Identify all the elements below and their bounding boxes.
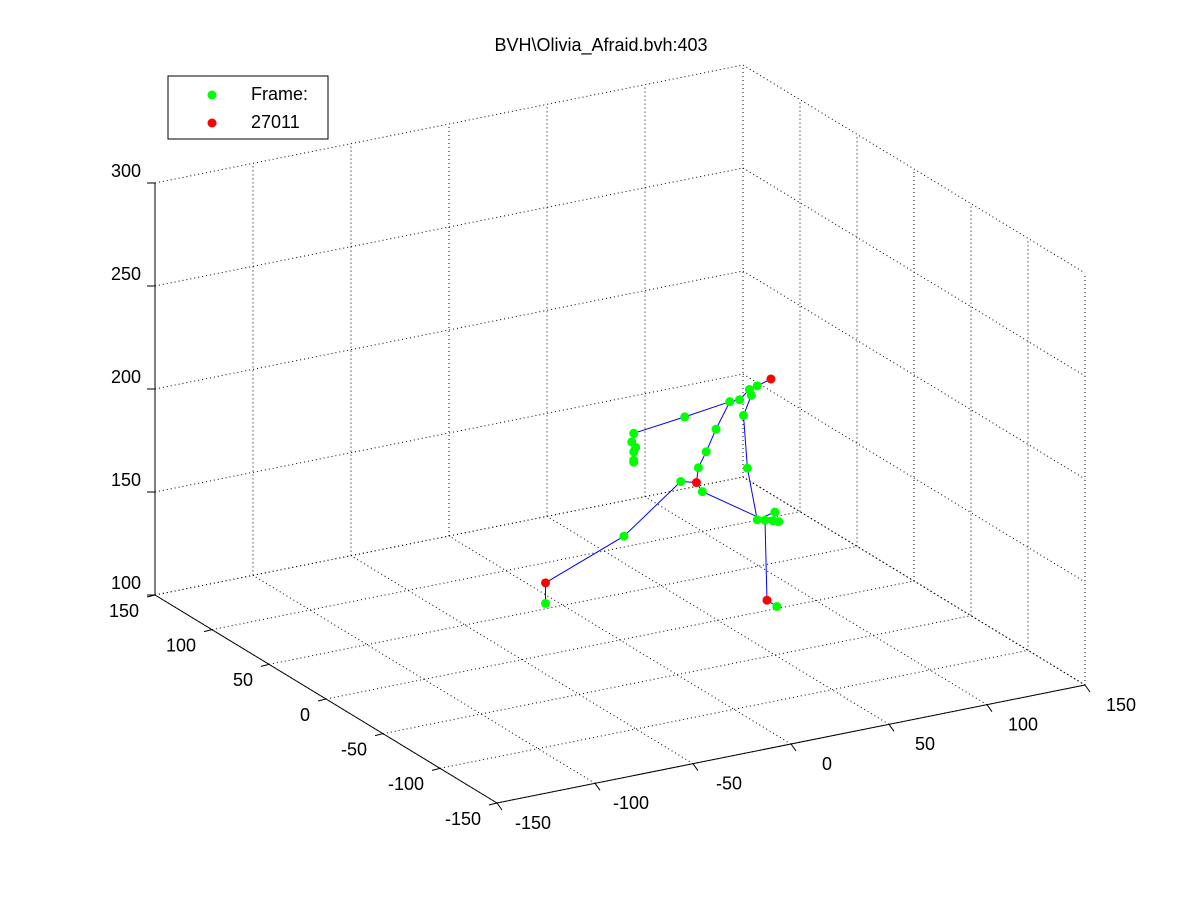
point [629, 457, 639, 467]
z-tick-label: 200 [111, 367, 141, 387]
x-tick [986, 704, 993, 712]
point [768, 516, 778, 526]
point [629, 428, 639, 438]
grid-line [644, 496, 988, 706]
x-tick [692, 763, 699, 771]
y-tick-label: 150 [109, 601, 139, 621]
y-tick-label: -150 [445, 809, 481, 829]
point [766, 374, 776, 384]
y-tick [374, 733, 384, 737]
point [631, 442, 641, 452]
legend-box [167, 75, 329, 140]
point [738, 410, 748, 420]
x-tick-label: -150 [515, 813, 551, 833]
grid-line [742, 373, 1086, 583]
y-tick [317, 698, 327, 702]
chart-title: BVH\Olivia_Afraid.bvh:403 [494, 35, 707, 56]
x-tick-label: 0 [822, 754, 832, 774]
z-tick-label: 100 [111, 573, 141, 593]
x-tick-label: -100 [613, 793, 649, 813]
point [697, 487, 707, 497]
x-tick-label: -50 [716, 773, 742, 793]
point [619, 531, 629, 541]
point [676, 477, 686, 487]
point [725, 397, 735, 407]
y-tick [203, 629, 213, 633]
legend-marker [207, 90, 217, 100]
z-tick-label: 150 [111, 470, 141, 490]
point [772, 601, 782, 611]
point [760, 515, 770, 525]
y-tick-label: 100 [166, 635, 196, 655]
x-tick [888, 724, 895, 732]
x-tick [1084, 684, 1091, 693]
y-tick-label: 50 [233, 670, 253, 690]
x-tick-label: 50 [915, 734, 935, 754]
x-tick [790, 743, 797, 752]
point [735, 395, 745, 405]
point [541, 598, 551, 608]
point [691, 478, 701, 488]
legend-label: Frame: [251, 84, 308, 104]
grid-line [742, 64, 1086, 274]
grid-line [742, 476, 1086, 686]
z-tick-label: 300 [111, 161, 141, 181]
z-tick-label: 250 [111, 264, 141, 284]
y-tick-label: 0 [300, 705, 310, 725]
y-tick [488, 802, 498, 806]
grid-line [742, 167, 1086, 377]
grid-line [742, 270, 1086, 480]
point [762, 595, 772, 605]
x-tick-label: 100 [1008, 714, 1038, 734]
y-tick-label: -50 [341, 739, 367, 759]
y-tick [146, 594, 156, 598]
grid-line [252, 574, 596, 784]
grid-line [546, 515, 890, 725]
grid-line [448, 535, 792, 745]
point [742, 463, 752, 473]
point [701, 447, 711, 457]
y-tick-label: -100 [388, 774, 424, 794]
x-tick [496, 802, 503, 811]
y-tick [260, 663, 270, 667]
point [770, 507, 780, 517]
legend-label: 27011 [251, 112, 300, 132]
legend: Frame: 27011 [167, 75, 329, 140]
legend-marker [207, 118, 217, 128]
point [693, 463, 703, 473]
y-tick [431, 767, 441, 771]
point [752, 381, 762, 391]
point [680, 412, 690, 422]
grid-line [350, 555, 694, 765]
point [746, 390, 756, 400]
point [541, 578, 551, 588]
point [752, 515, 762, 525]
point [711, 424, 721, 434]
x-tick [594, 783, 601, 791]
x-tick-label: 150 [1106, 695, 1136, 715]
